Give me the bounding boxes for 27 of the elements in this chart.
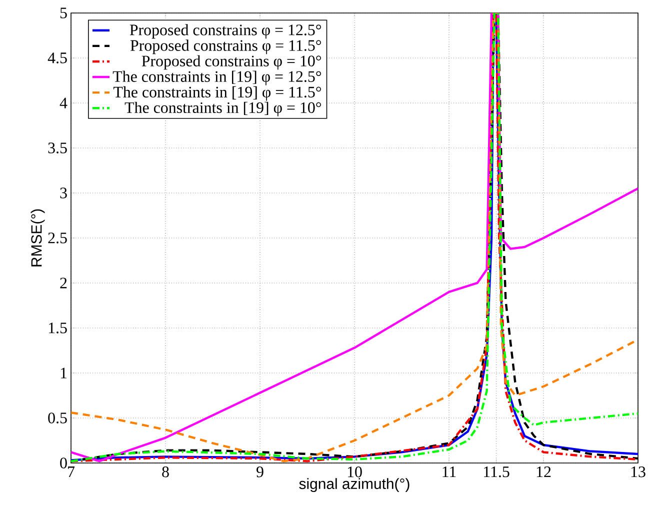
x-tick-label: 11 xyxy=(442,466,456,478)
legend-label: The constraints in [19] φ = 11.5° xyxy=(113,86,322,101)
legend-label: The constraints in [19] φ = 10° xyxy=(124,102,321,116)
x-tick-label: 9 xyxy=(256,466,264,478)
legend-label: Proposed constrains φ = 10° xyxy=(142,55,321,70)
x-tick-label: 13 xyxy=(631,466,646,478)
y-tick-label: 4 xyxy=(60,98,68,108)
x-axis-title: signal azimuth(°) xyxy=(299,478,410,492)
legend-label: The constraints in [19] φ = 12.5° xyxy=(112,70,321,86)
y-tick-label: 3.5 xyxy=(48,142,67,154)
x-tick-label: 11.5 xyxy=(484,466,510,478)
y-tick-label: 2.5 xyxy=(48,232,67,244)
y-tick-label: 0.5 xyxy=(48,412,67,424)
x-tick-label: 7 xyxy=(68,466,75,477)
y-tick-label: 3 xyxy=(60,188,67,198)
x-tick-label: 10 xyxy=(348,466,362,478)
y-axis-title: RMSE(°) xyxy=(30,209,45,266)
y-tick-label: 2 xyxy=(60,278,67,288)
x-tick-label: 8 xyxy=(162,466,169,478)
y-tick-label: 1.5 xyxy=(48,322,67,334)
legend-label: Proposed constrains φ = 12.5° xyxy=(130,24,321,39)
y-tick-label: 1 xyxy=(60,368,67,378)
x-tick-label: 12 xyxy=(536,466,551,478)
legend-label: Proposed constrains φ = 11.5° xyxy=(130,40,321,54)
y-tick-label: 5 xyxy=(60,8,67,18)
y-tick-label: 4.5 xyxy=(48,52,67,64)
y-tick-label: 0 xyxy=(60,458,67,468)
